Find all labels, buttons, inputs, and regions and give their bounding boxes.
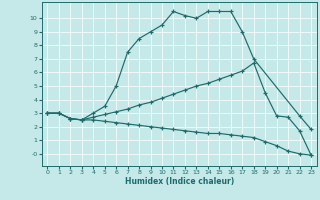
X-axis label: Humidex (Indice chaleur): Humidex (Indice chaleur) bbox=[124, 177, 234, 186]
